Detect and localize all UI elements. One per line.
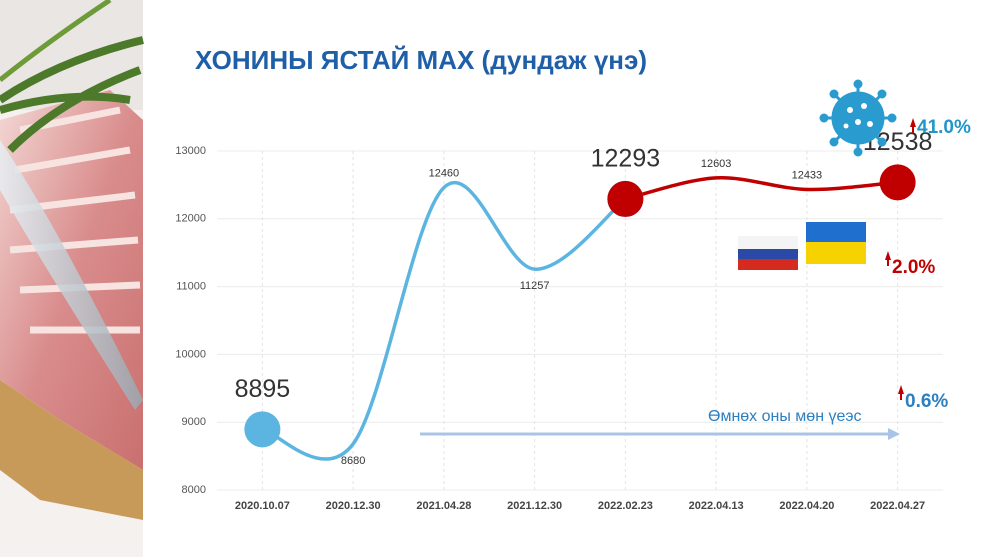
data-label: 12603	[701, 158, 732, 170]
x-tick-label: 2022.04.20	[779, 500, 834, 512]
x-tick-label: 2021.04.28	[416, 500, 471, 512]
up-arrow	[910, 118, 916, 133]
y-tick-label: 9000	[182, 416, 206, 428]
chart-title: ХОНИНЫ ЯСТАЙ МАХ (дундаж үнэ)	[195, 45, 647, 75]
plot: 8000 9000 10000 11000 12000 13000 2020.10.07 20…	[175, 128, 943, 512]
y-tick-label: 10000	[175, 348, 206, 360]
x-tick-label: 2021.12.30	[507, 500, 562, 512]
data-label: 11257	[520, 280, 550, 292]
up-arrow	[898, 385, 904, 400]
virus-icon	[819, 79, 897, 157]
point-marker	[244, 411, 281, 448]
x-tick-label: 2022.04.13	[689, 500, 744, 512]
x-tick-label: 2022.02.23	[598, 500, 653, 512]
y-tick-label: 13000	[175, 145, 206, 157]
y-tick-label: 8000	[182, 484, 206, 496]
annotation: 2.0%	[892, 257, 935, 278]
flag-ukraine	[806, 222, 866, 264]
data-label: 12460	[429, 168, 460, 180]
point-marker	[607, 180, 644, 217]
point-marker	[879, 164, 916, 201]
data-label: 12293	[591, 145, 661, 173]
line	[261, 181, 627, 461]
y-tick-label: 12000	[175, 213, 206, 225]
x-tick-label: 2020.10.07	[235, 500, 290, 512]
line	[624, 176, 898, 201]
annotation: Өмнөх оны мөн үеэс	[708, 408, 862, 425]
up-arrow	[885, 251, 891, 266]
flag-russia	[738, 236, 798, 270]
data-label: 8895	[235, 375, 291, 403]
y-tick-label: 11000	[176, 281, 206, 293]
arrow	[420, 428, 900, 440]
x-tick-label: 2020.12.30	[326, 500, 381, 512]
data-label: 8680	[341, 455, 365, 467]
annotation: 0.6%	[905, 391, 948, 412]
x-tick-label: 2022.04.27	[870, 500, 925, 512]
annotation: 41.0%	[917, 117, 971, 138]
data-label: 12433	[792, 169, 823, 181]
photo	[0, 0, 144, 557]
